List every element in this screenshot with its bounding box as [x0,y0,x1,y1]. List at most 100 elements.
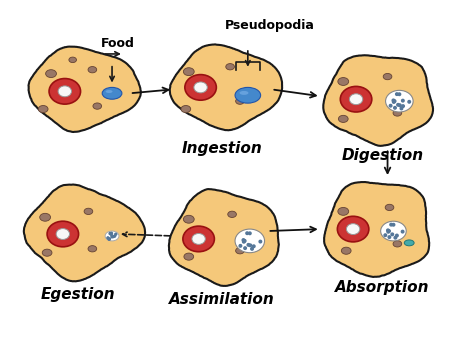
Circle shape [207,87,209,89]
Ellipse shape [88,246,97,252]
Circle shape [54,86,55,88]
Circle shape [110,234,112,235]
Circle shape [358,99,360,100]
Circle shape [110,232,112,234]
Circle shape [112,236,114,238]
Ellipse shape [338,208,349,215]
Circle shape [246,232,248,235]
Circle shape [392,224,395,226]
Circle shape [74,86,76,89]
Circle shape [359,100,361,102]
Circle shape [111,236,113,238]
Text: Assimilation: Assimilation [169,292,275,307]
Polygon shape [170,44,282,130]
Ellipse shape [183,215,194,223]
Circle shape [208,234,210,236]
Circle shape [397,103,400,106]
Circle shape [67,95,69,98]
Circle shape [72,93,73,94]
Circle shape [358,103,360,105]
Circle shape [394,236,397,239]
Circle shape [361,94,363,96]
Ellipse shape [236,248,244,254]
Circle shape [192,92,194,94]
Circle shape [351,227,353,229]
Circle shape [363,99,365,101]
Ellipse shape [235,88,261,103]
Circle shape [198,232,200,234]
Circle shape [365,94,367,97]
Circle shape [210,91,212,93]
Circle shape [194,242,196,244]
Circle shape [393,100,396,102]
Circle shape [347,103,349,106]
Circle shape [63,89,64,91]
Circle shape [408,101,410,103]
Ellipse shape [338,78,349,85]
Ellipse shape [383,73,392,80]
Circle shape [64,85,66,87]
Circle shape [401,99,404,102]
Ellipse shape [226,64,235,70]
Ellipse shape [40,213,51,221]
Ellipse shape [47,221,79,247]
Circle shape [65,233,67,235]
Circle shape [196,90,199,92]
Circle shape [72,91,73,93]
Circle shape [352,102,354,104]
Circle shape [74,95,76,97]
Circle shape [354,97,356,99]
Circle shape [67,229,69,231]
Circle shape [353,221,355,223]
Text: Pseudopodia: Pseudopodia [225,19,314,32]
Circle shape [206,240,208,242]
Circle shape [401,230,404,233]
Ellipse shape [49,79,81,104]
Circle shape [363,225,365,226]
Text: Absorption: Absorption [336,280,430,295]
Circle shape [187,234,189,236]
Circle shape [56,96,58,98]
Circle shape [384,234,387,236]
Circle shape [388,236,391,238]
Circle shape [67,91,69,93]
Ellipse shape [105,231,119,241]
Circle shape [72,229,74,231]
Circle shape [208,89,210,91]
Circle shape [398,93,401,95]
Circle shape [259,240,262,243]
Ellipse shape [93,103,101,109]
Circle shape [355,93,357,94]
Circle shape [242,239,245,241]
Ellipse shape [393,241,401,247]
Circle shape [60,232,63,234]
Circle shape [392,101,395,103]
Circle shape [244,247,246,249]
Ellipse shape [349,94,363,104]
Circle shape [249,244,252,247]
Circle shape [69,86,72,88]
Text: Egestion: Egestion [40,287,115,302]
Circle shape [196,237,198,238]
Ellipse shape [185,75,216,100]
Circle shape [243,240,245,243]
Ellipse shape [385,204,394,211]
Circle shape [394,107,396,109]
Circle shape [210,83,212,85]
Text: Digestion: Digestion [342,148,424,163]
Circle shape [239,245,242,247]
Circle shape [363,101,365,102]
Ellipse shape [42,249,52,256]
Circle shape [59,237,61,238]
Ellipse shape [385,90,413,112]
Ellipse shape [84,208,93,215]
Text: Ingestion: Ingestion [182,140,263,156]
Circle shape [70,234,72,235]
Ellipse shape [181,106,191,112]
Ellipse shape [340,86,372,112]
Circle shape [203,91,205,93]
Circle shape [108,238,110,240]
Circle shape [390,224,392,226]
Circle shape [65,235,68,237]
Circle shape [201,238,202,240]
